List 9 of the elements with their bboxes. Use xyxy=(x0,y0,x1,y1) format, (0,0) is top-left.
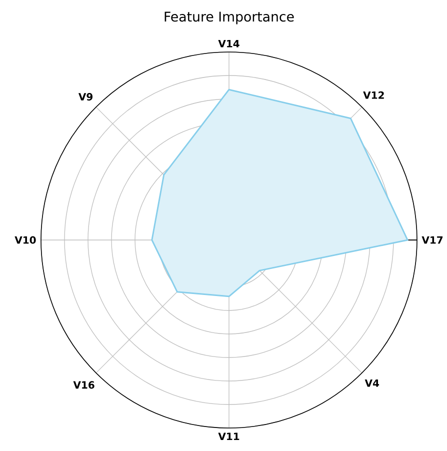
chart-title: Feature Importance xyxy=(164,12,294,24)
spoke-label: V4 xyxy=(364,380,380,387)
spoke-label: V11 xyxy=(218,432,240,440)
spoke-label: V17 xyxy=(422,236,443,244)
spoke-label: V14 xyxy=(218,40,240,48)
spoke-label: V9 xyxy=(78,93,92,101)
spoke-label: V16 xyxy=(73,381,94,389)
spoke-label: V10 xyxy=(14,236,36,244)
spoke-label: V12 xyxy=(363,91,384,99)
